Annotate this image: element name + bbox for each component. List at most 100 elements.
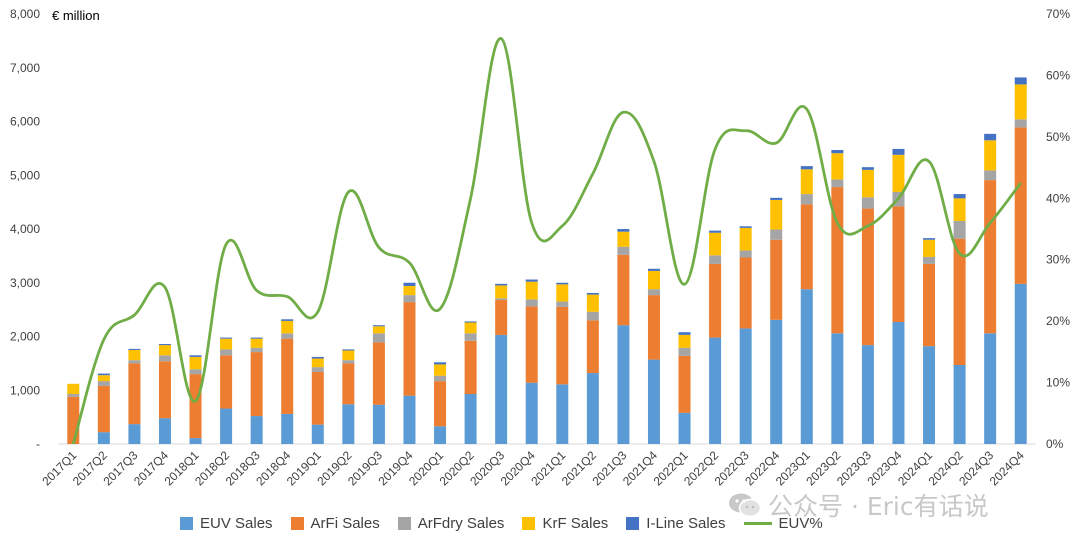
- bar-segment: [189, 355, 202, 357]
- bar-segment: [158, 344, 171, 346]
- bar-segment: [342, 360, 355, 364]
- bar-segment: [1014, 84, 1027, 120]
- bar-segment: [495, 298, 508, 300]
- bar-segment: [647, 289, 660, 296]
- bar-segment: [434, 364, 447, 376]
- bar-segment: [525, 299, 538, 307]
- y2-tick-label: 40%: [1046, 191, 1070, 205]
- bar-segment: [647, 268, 660, 271]
- bar-segment: [281, 338, 294, 414]
- bar-segment: [831, 187, 844, 334]
- bar-segment: [1014, 77, 1027, 85]
- bar-segment: [861, 208, 874, 346]
- bar-segment: [800, 194, 813, 205]
- bar-segment: [342, 350, 355, 361]
- bar-segment: [525, 281, 538, 300]
- bar-segment: [800, 166, 813, 170]
- bar-segment: [586, 311, 599, 321]
- bar-segment: [67, 396, 80, 444]
- bar-segment: [464, 321, 477, 323]
- bar-segment: [739, 257, 752, 329]
- bar-segment: [923, 256, 936, 264]
- bar-segment: [892, 148, 905, 155]
- bar-segment: [67, 394, 80, 397]
- bar-segment: [739, 226, 752, 228]
- bar-segment: [678, 412, 691, 444]
- bar-segment: [189, 374, 202, 439]
- bar-segment: [984, 180, 997, 334]
- bar-segment: [128, 424, 141, 444]
- bar-segment: [525, 382, 538, 444]
- bar-segment: [403, 282, 416, 286]
- bar-segment: [831, 149, 844, 154]
- bar-segment: [1014, 119, 1027, 128]
- bar-segment: [617, 325, 630, 444]
- bar-segment: [923, 263, 936, 347]
- y-tick-label: -: [36, 437, 40, 451]
- bar-segment: [495, 334, 508, 444]
- bar-segment: [556, 301, 569, 307]
- y-tick-label: 7,000: [10, 61, 40, 75]
- bar-segment: [128, 348, 141, 350]
- bar-segment: [97, 381, 110, 386]
- bar-segment: [678, 334, 691, 348]
- y2-tick-label: 70%: [1046, 7, 1070, 21]
- bar-segment: [953, 364, 966, 444]
- bar-segment: [250, 352, 263, 417]
- right-axis: 0% 10% 20% 30% 40% 50% 60% 70%: [1046, 7, 1070, 451]
- bar-segment: [97, 375, 110, 382]
- bar-segment: [617, 246, 630, 255]
- y2-tick-label: 0%: [1046, 437, 1064, 451]
- left-axis: - 1,000 2,000 3,000 4,000 5,000 6,000 7,000 8,00…: [10, 7, 40, 451]
- euv-pct-line: [71, 37, 1022, 445]
- legend-swatch: [397, 516, 411, 530]
- bar-segment: [220, 338, 233, 350]
- y2-tick-label: 30%: [1046, 253, 1070, 267]
- x-axis: 2017Q12017Q22017Q32017Q42018Q12018Q22018…: [39, 448, 1027, 488]
- y-tick-label: 3,000: [10, 276, 40, 290]
- bar-segment: [158, 418, 171, 444]
- bar-segment: [403, 302, 416, 396]
- bar-segment: [128, 363, 141, 425]
- watermark-text: 公众号 · Eric有话说: [768, 492, 989, 521]
- bar-segment: [647, 270, 660, 290]
- legend-swatch: [290, 516, 304, 530]
- bar-segment: [709, 263, 722, 338]
- legend-item: ArFi Sales: [290, 515, 380, 532]
- bar-segment: [189, 369, 202, 375]
- legend-item: EUV Sales: [180, 515, 273, 532]
- bar-segment: [831, 153, 844, 180]
- bar-segment: [861, 345, 874, 444]
- legend-item: ArFdry Sales: [397, 515, 504, 532]
- bar-segment: [342, 349, 355, 351]
- bar-segment: [861, 167, 874, 170]
- bar-segment: [372, 325, 385, 327]
- bar-segment: [311, 356, 324, 359]
- bar-segment: [556, 384, 569, 444]
- legend-item: KrF Sales: [522, 515, 608, 532]
- bar-segment: [800, 204, 813, 290]
- bar-segment: [250, 337, 263, 339]
- bar-segment: [403, 285, 416, 296]
- bar-segment: [923, 239, 936, 257]
- bar-segment: [97, 432, 110, 444]
- bar-segment: [495, 283, 508, 286]
- bar-segment: [861, 197, 874, 209]
- y-tick-label: 8,000: [10, 7, 40, 21]
- bar-segment: [770, 229, 783, 240]
- wechat-icon: [729, 493, 762, 518]
- bar-segment: [617, 231, 630, 247]
- bar-segment: [67, 383, 80, 395]
- y-tick-label: 4,000: [10, 222, 40, 236]
- bar-segment: [434, 362, 447, 365]
- bar-segment: [1014, 127, 1027, 284]
- bar-segment: [556, 284, 569, 302]
- bar-segment: [984, 140, 997, 171]
- bar-segment: [464, 333, 477, 341]
- bar-segment: [281, 333, 294, 339]
- bar-segment: [434, 375, 447, 382]
- y2-tick-label: 60%: [1046, 68, 1070, 82]
- bar-segment: [739, 227, 752, 251]
- bar-segment: [709, 255, 722, 264]
- y2-tick-label: 10%: [1046, 376, 1070, 390]
